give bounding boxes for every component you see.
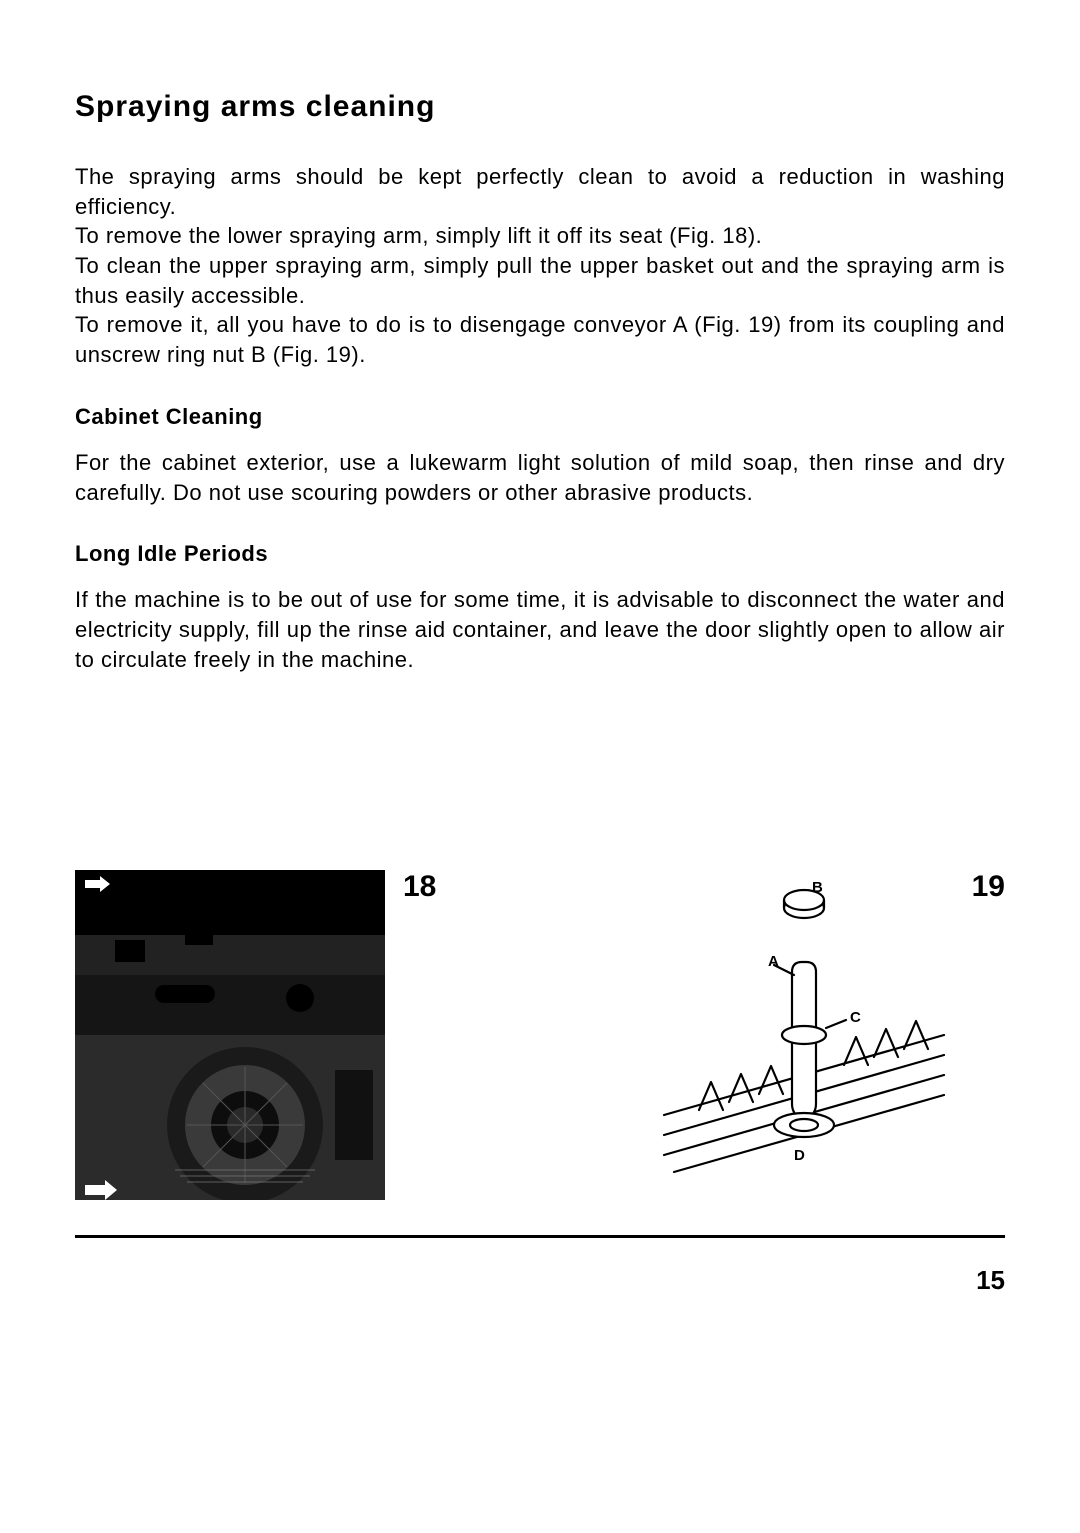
- intro-paragraph-1: The spraying arms should be kept perfect…: [75, 162, 1005, 221]
- horizontal-rule: [75, 1235, 1005, 1238]
- svg-text:C: C: [850, 1009, 861, 1026]
- figure-19-label: 19: [972, 870, 1005, 904]
- long-idle-heading: Long Idle Periods: [75, 541, 1005, 567]
- intro-paragraph-4: To remove it, all you have to do is to d…: [75, 310, 1005, 369]
- svg-text:A: A: [768, 953, 779, 970]
- page-number: 15: [976, 1265, 1005, 1296]
- figures-row: 18: [75, 870, 1005, 1200]
- figure-18-label: 18: [403, 870, 436, 904]
- figure-18-image: [75, 870, 385, 1200]
- page-title: Spraying arms cleaning: [75, 90, 1005, 124]
- intro-paragraph-3: To clean the upper spraying arm, simply …: [75, 251, 1005, 310]
- intro-paragraph-2: To remove the lower spraying arm, simply…: [75, 221, 1005, 251]
- figure-19-block: A C D B 19: [644, 870, 1005, 1200]
- figure-19-image: A C D B: [644, 870, 954, 1200]
- long-idle-body: If the machine is to be out of use for s…: [75, 585, 1005, 674]
- svg-text:B: B: [812, 879, 823, 896]
- cabinet-cleaning-body: For the cabinet exterior, use a lukewarm…: [75, 448, 1005, 507]
- svg-text:D: D: [794, 1147, 805, 1164]
- cabinet-cleaning-heading: Cabinet Cleaning: [75, 404, 1005, 430]
- figure-18-block: 18: [75, 870, 436, 1200]
